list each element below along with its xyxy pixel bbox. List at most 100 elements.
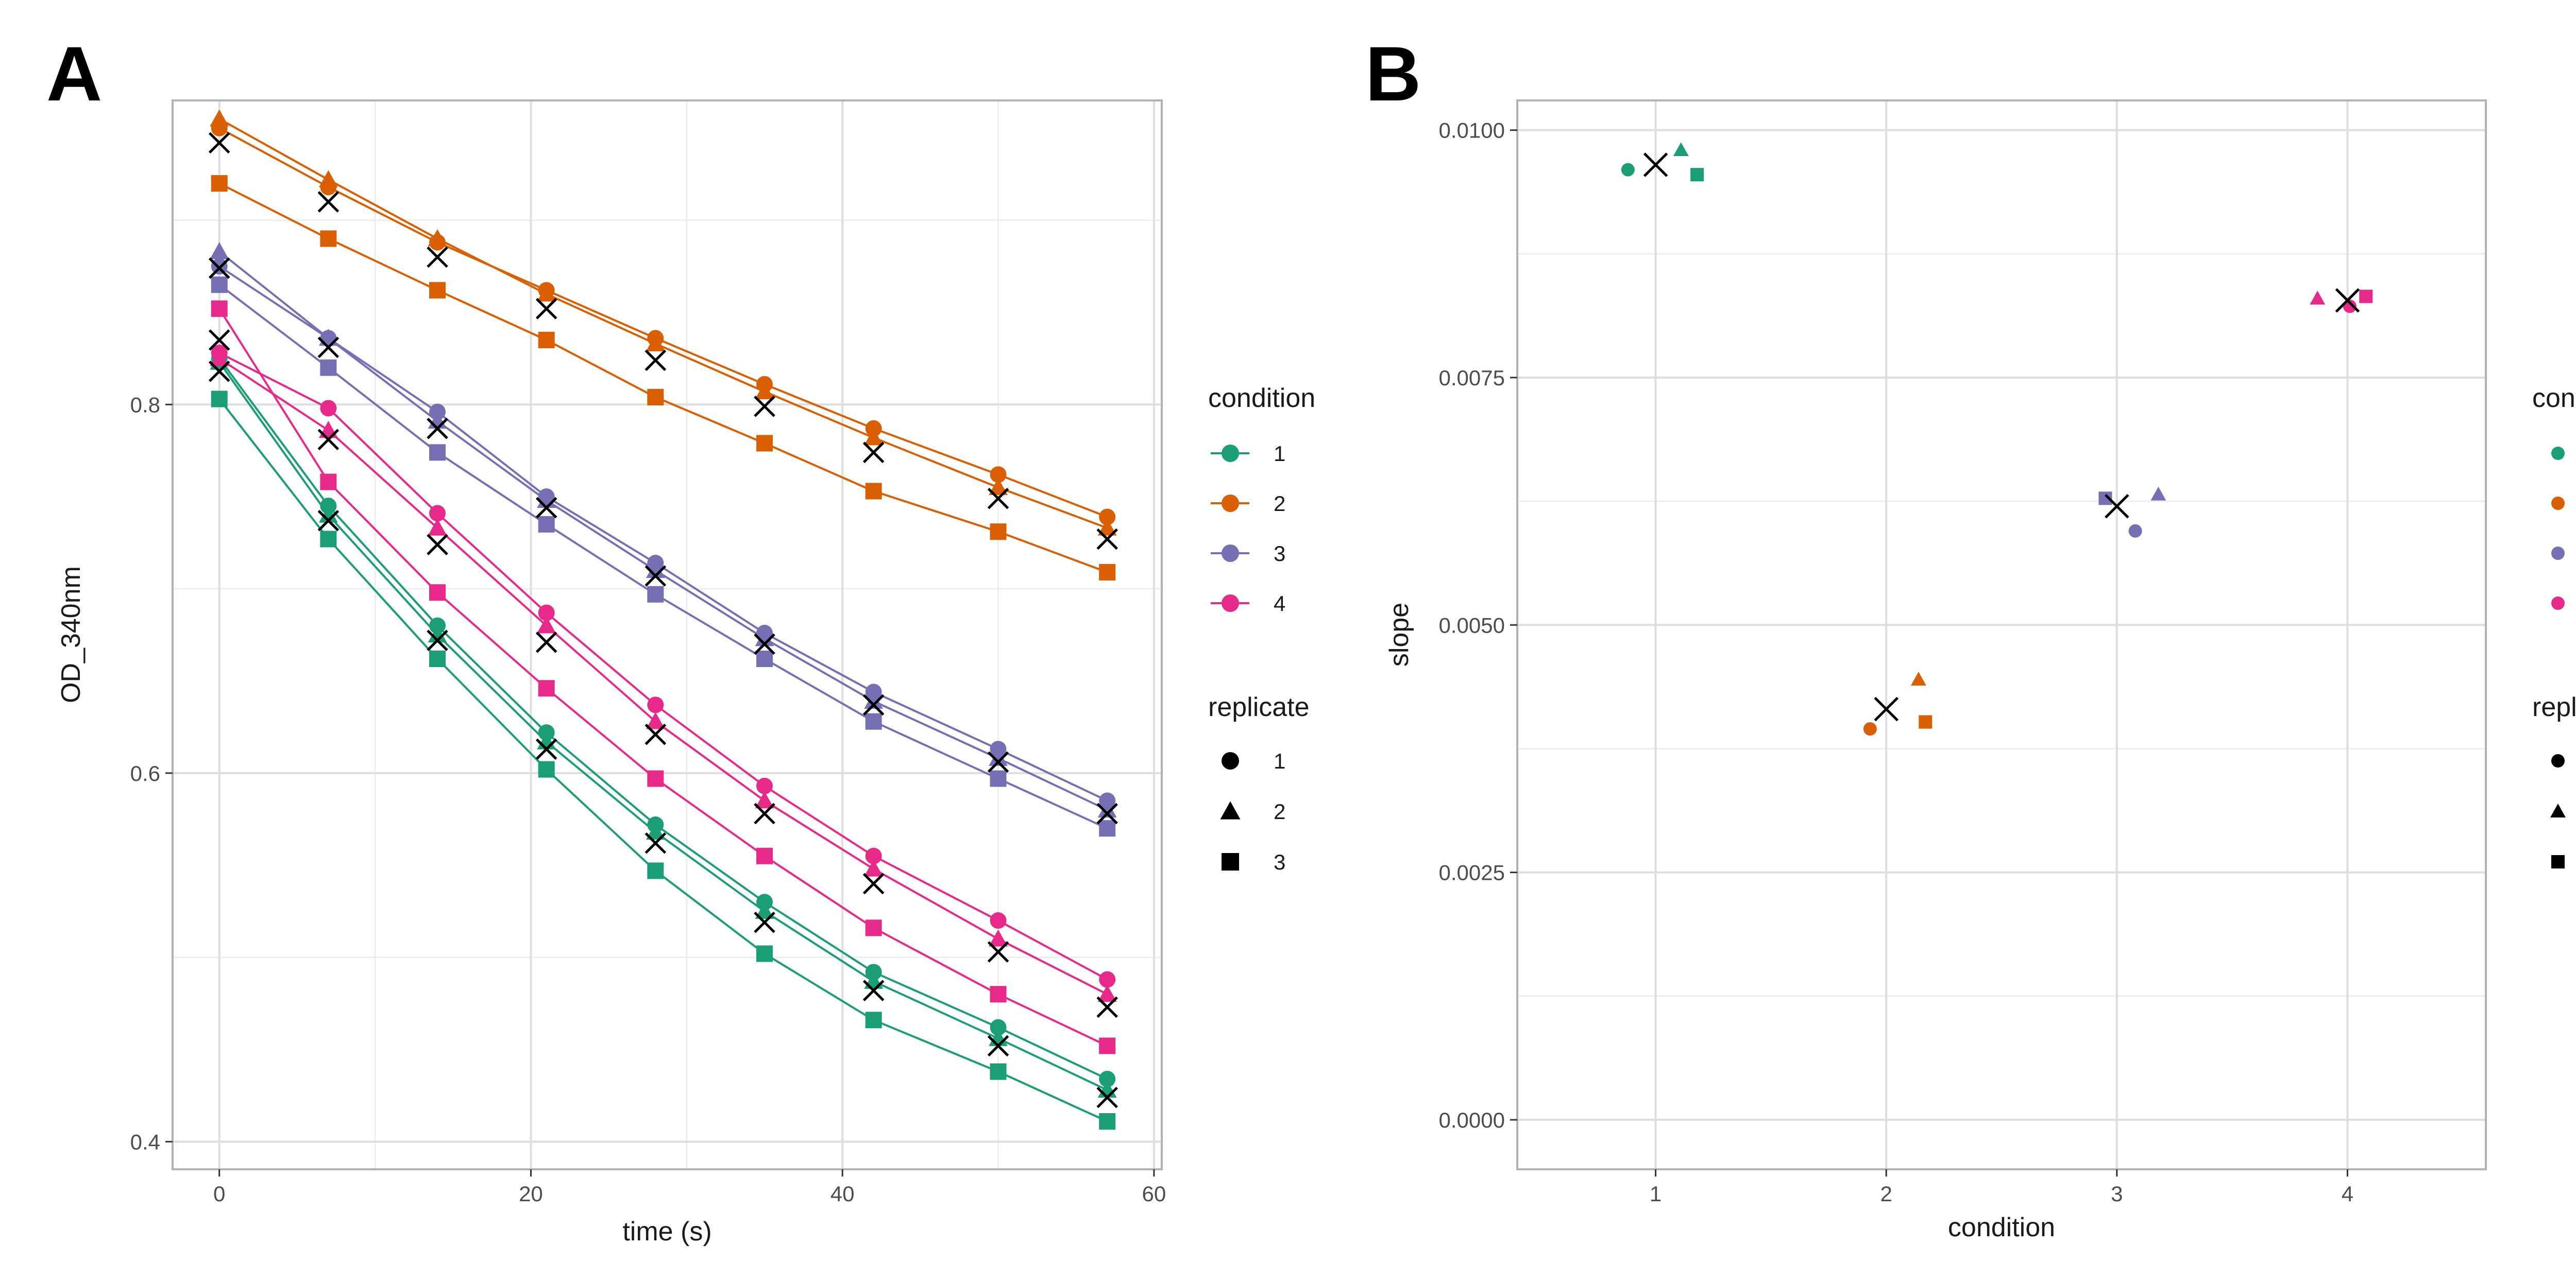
legend-key-swatch [2551,447,2565,460]
data-point [756,945,773,962]
data-point [1099,1070,1116,1087]
data-point [865,713,882,730]
data-point [210,242,229,260]
panel-b-gridlines [1517,100,2486,1169]
panel-b-replicate-legend: replicate 1 2 3 [2532,692,2576,868]
panel-b-plot-border [1516,99,2487,1170]
data-point [647,862,664,879]
panel-a-plot-border [172,99,1163,1170]
data-point [647,586,664,603]
mean-marker [2105,493,2129,519]
mean-marker [1874,696,1899,722]
mean-marker [208,132,230,154]
x-tick-label: 4 [2342,1182,2353,1206]
legend-replicate-title: replicate [1208,692,1310,722]
mean-marker [645,723,667,745]
data-point [756,651,773,668]
legend-key-shape [2550,804,2566,817]
mean-marker [427,246,448,268]
data-point [320,359,337,376]
data-point [756,435,773,452]
data-point [1097,800,1117,818]
panel-a-y-axis-title: OD_340nm [56,566,86,703]
panel-a-x-ticks: 0 20 40 60 [213,1169,1166,1206]
data-point [2128,524,2142,538]
mean-marker [208,257,230,279]
x-tick-label: 2 [1880,1182,1892,1206]
data-point [320,230,337,247]
y-tick-label: 0.0100 [1439,118,1505,143]
panel-a-x-axis-title: time (s) [622,1217,711,1247]
mean-marker [862,980,885,1001]
data-point [320,473,337,490]
data-point [211,258,228,275]
panel-label-a: A [46,30,102,117]
data-point [755,901,774,919]
mean-marker [317,191,340,213]
data-point [428,518,447,536]
y-tick-label: 0.0075 [1439,366,1505,390]
panel-b-chart: 1 2 3 4 0.0000 0.0025 0.0050 0.0075 0.0100 cond… [1384,99,2487,1242]
mean-marker [2335,288,2360,313]
legend-replicate-label: 2 [1274,799,1285,824]
data-point [538,680,555,697]
data-point [2359,289,2373,303]
legend-condition-label: 3 [1274,541,1285,566]
mean-marker [987,1035,1009,1057]
mean-marker [987,751,1009,773]
x-tick-label: 3 [2111,1182,2123,1206]
data-point [990,986,1007,1003]
data-point [865,483,882,500]
mean-marker [645,832,667,854]
data-point [1097,984,1117,1002]
data-point [990,1063,1007,1080]
x-tick-label: 0 [213,1182,225,1206]
mean-marker [535,298,557,320]
legend-key-swatch [2551,497,2565,510]
data-point [2150,486,2166,501]
legend-replicate-label: 3 [1274,850,1285,874]
mean-marker [1096,803,1118,825]
y-tick-label: 0.0000 [1439,1108,1505,1132]
data-point [865,919,882,936]
mean-marker [862,873,885,895]
panel-a-gridlines [173,100,1162,1169]
data-point [989,478,1008,496]
data-point [1099,1037,1116,1054]
data-point [1099,564,1116,581]
mean-marker [862,441,885,464]
panel-b-mean-markers [1643,152,2360,722]
data-point [1099,1113,1116,1130]
mean-marker [1096,1086,1118,1109]
data-point [538,516,555,533]
data-point [211,175,228,192]
data-point [989,929,1008,947]
panel-a-condition-legend: condition 1 2 3 4 [1208,383,1315,616]
mean-marker [208,361,230,382]
legend-condition-title: condition [1208,383,1315,413]
panel-b-points [1621,142,2373,736]
data-point [989,748,1008,766]
data-point [1099,820,1116,837]
data-point [1690,168,1704,182]
data-point [646,822,665,840]
legend-replicate-title: replicate [2532,692,2576,722]
data-point [990,1019,1007,1036]
legend-key-shape [1220,801,1241,820]
panel-a-mean-markers [208,132,1118,1109]
data-point [755,629,774,646]
data-point [865,1012,882,1029]
mean-marker [1096,528,1118,550]
mean-marker [645,349,667,371]
mean-marker [208,329,230,351]
data-point [646,334,665,351]
data-point [211,390,228,407]
mean-marker [754,633,775,655]
mean-marker [427,629,448,652]
data-point [1910,672,1926,686]
data-point [990,912,1007,929]
data-point [864,859,884,877]
data-point [1097,518,1117,536]
